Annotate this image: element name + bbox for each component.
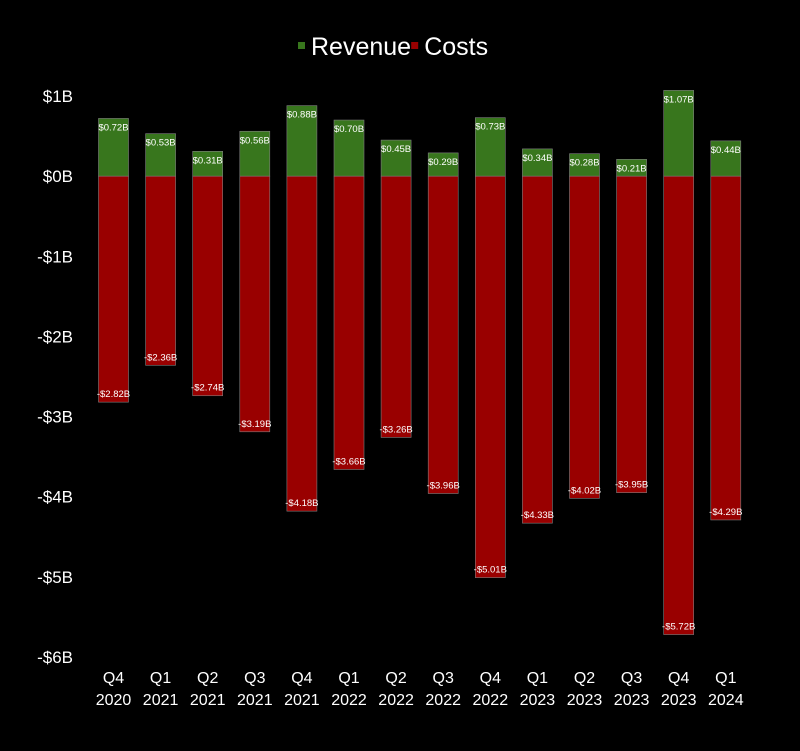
legend-label-revenue: Revenue bbox=[311, 33, 411, 61]
costs-data-label: -$4.29B bbox=[709, 507, 742, 518]
x-tick-label-year: 2020 bbox=[96, 692, 132, 709]
costs-data-label: -$3.96B bbox=[427, 481, 460, 492]
revenue-bar bbox=[192, 150, 223, 177]
costs-data-label: -$2.36B bbox=[144, 352, 177, 363]
x-tick-label-quarter: Q2 bbox=[574, 670, 595, 687]
x-tick-label-year: 2023 bbox=[567, 692, 603, 709]
y-tick-label: -$4B bbox=[37, 488, 73, 507]
revenue-data-label: $0.53B bbox=[146, 138, 176, 149]
costs-data-label: -$5.01B bbox=[474, 565, 507, 576]
x-tick-label-year: 2022 bbox=[331, 692, 367, 709]
y-tick-label: -$3B bbox=[37, 408, 73, 427]
revenue-data-label: $0.34B bbox=[522, 153, 552, 164]
x-tick-label-quarter: Q3 bbox=[244, 670, 265, 687]
revenue-bar bbox=[663, 90, 695, 177]
costs-bar bbox=[474, 175, 506, 578]
revenue-data-label: $0.21B bbox=[617, 163, 647, 174]
x-tick-label-quarter: Q1 bbox=[715, 670, 736, 687]
x-tick-label-year: 2023 bbox=[661, 692, 697, 709]
y-tick-label: -$5B bbox=[37, 568, 73, 587]
costs-bar bbox=[98, 175, 129, 403]
costs-data-label: -$4.02B bbox=[568, 485, 601, 496]
revenue-bar bbox=[98, 118, 129, 177]
revenue-data-label: $0.44B bbox=[711, 145, 741, 156]
costs-data-label: -$2.82B bbox=[97, 389, 130, 400]
revenue-data-label: $1.07B bbox=[664, 94, 694, 105]
x-tick-label-year: 2024 bbox=[708, 692, 744, 709]
revenue-bar bbox=[239, 130, 271, 177]
costs-bar bbox=[380, 175, 412, 438]
y-tick-label: $0B bbox=[43, 167, 73, 186]
legend-swatch-revenue bbox=[298, 42, 305, 49]
x-tick-label-year: 2021 bbox=[143, 692, 179, 709]
x-tick-label-quarter: Q3 bbox=[433, 670, 454, 687]
revenue-data-label: $0.72B bbox=[98, 122, 128, 133]
x-tick-label-quarter: Q1 bbox=[338, 670, 359, 687]
y-tick-label: $1B bbox=[43, 87, 73, 106]
costs-data-label: -$3.26B bbox=[379, 424, 412, 435]
revenue-data-label: $0.70B bbox=[334, 124, 364, 135]
revenue-data-label: $0.29B bbox=[428, 157, 458, 168]
x-tick-label-quarter: Q1 bbox=[150, 670, 171, 687]
revenue-bar bbox=[569, 153, 600, 177]
costs-data-label: -$5.72B bbox=[662, 622, 695, 633]
costs-data-label: -$4.33B bbox=[521, 510, 554, 521]
costs-bar bbox=[427, 175, 459, 494]
costs-bar bbox=[239, 175, 271, 433]
revenue-bar bbox=[333, 119, 365, 177]
revenue-bar bbox=[145, 133, 176, 177]
y-tick-label: -$2B bbox=[37, 327, 73, 346]
costs-data-label: -$3.66B bbox=[332, 456, 365, 467]
revenue-data-label: $0.31B bbox=[193, 155, 223, 166]
x-tick-label-quarter: Q4 bbox=[668, 670, 689, 687]
legend-swatch-costs bbox=[411, 42, 419, 49]
x-tick-label-year: 2021 bbox=[190, 692, 226, 709]
y-tick-label: -$6B bbox=[37, 648, 73, 667]
x-tick-label-quarter: Q1 bbox=[527, 670, 548, 687]
x-tick-label-year: 2022 bbox=[425, 692, 461, 709]
costs-data-label: -$2.74B bbox=[191, 383, 224, 394]
x-tick-label-year: 2021 bbox=[284, 692, 320, 709]
revenue-bar bbox=[522, 148, 553, 177]
x-tick-label-year: 2021 bbox=[237, 692, 273, 709]
x-tick-label-year: 2022 bbox=[473, 692, 509, 709]
costs-data-label: -$4.18B bbox=[285, 498, 318, 509]
revenue-bar bbox=[380, 139, 412, 177]
costs-bar bbox=[145, 175, 176, 366]
revenue-data-label: $0.56B bbox=[240, 135, 270, 146]
x-tick-label-quarter: Q3 bbox=[621, 670, 642, 687]
revenue-bar bbox=[710, 140, 742, 177]
revenue-bar bbox=[427, 152, 459, 177]
x-tick-label-quarter: Q4 bbox=[103, 670, 124, 687]
revenue-data-label: $0.73B bbox=[475, 122, 505, 133]
x-tick-label-year: 2022 bbox=[378, 692, 414, 709]
x-tick-label-quarter: Q4 bbox=[480, 670, 501, 687]
x-tick-label-quarter: Q2 bbox=[197, 670, 218, 687]
revenue-data-label: $0.28B bbox=[569, 158, 599, 169]
x-tick-label-quarter: Q2 bbox=[385, 670, 406, 687]
costs-bar bbox=[616, 175, 647, 494]
revenue-data-label: $0.45B bbox=[381, 144, 411, 155]
costs-bar bbox=[522, 175, 553, 524]
revenue-data-label: $0.88B bbox=[287, 110, 317, 121]
costs-bar bbox=[192, 175, 223, 397]
y-tick-label: -$1B bbox=[37, 247, 73, 266]
x-tick-label-quarter: Q4 bbox=[291, 670, 312, 687]
costs-bar bbox=[333, 175, 365, 470]
revenue-bar bbox=[474, 117, 506, 177]
costs-bar bbox=[569, 175, 600, 499]
legend-label-costs: Costs bbox=[424, 33, 488, 61]
costs-data-label: -$3.19B bbox=[238, 419, 271, 430]
costs-data-label: -$3.95B bbox=[615, 480, 648, 491]
revenue-bar bbox=[286, 105, 318, 177]
x-tick-label-year: 2023 bbox=[520, 692, 556, 709]
revenue-bar bbox=[616, 159, 647, 177]
costs-bar bbox=[286, 175, 318, 512]
costs-bar bbox=[663, 175, 695, 635]
x-tick-label-year: 2023 bbox=[614, 692, 650, 709]
costs-bar bbox=[710, 175, 742, 521]
